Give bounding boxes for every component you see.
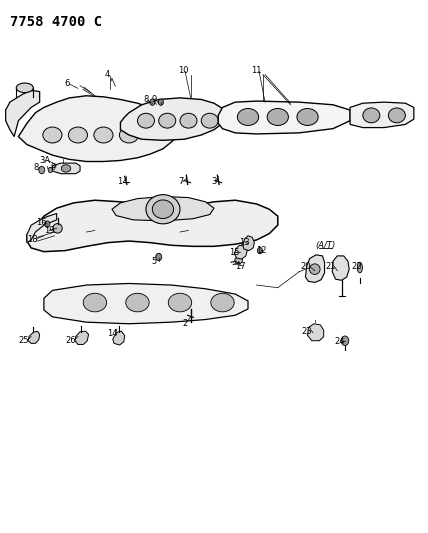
Ellipse shape <box>159 114 176 128</box>
Text: 17: 17 <box>235 262 246 271</box>
Text: 26: 26 <box>65 336 76 345</box>
Ellipse shape <box>150 99 155 106</box>
Text: 12: 12 <box>256 246 267 255</box>
Ellipse shape <box>137 114 155 128</box>
Polygon shape <box>350 102 414 127</box>
Text: 3: 3 <box>211 177 217 186</box>
Polygon shape <box>27 214 56 243</box>
Text: 4: 4 <box>105 70 110 79</box>
Ellipse shape <box>126 293 149 312</box>
Polygon shape <box>308 324 324 341</box>
Ellipse shape <box>83 293 107 312</box>
Polygon shape <box>28 331 40 343</box>
Text: 3A: 3A <box>39 156 51 165</box>
Ellipse shape <box>267 109 288 125</box>
Polygon shape <box>6 91 40 136</box>
Text: 5: 5 <box>151 257 156 265</box>
Ellipse shape <box>309 264 320 274</box>
Polygon shape <box>120 98 227 140</box>
Polygon shape <box>113 331 125 345</box>
Ellipse shape <box>61 165 71 172</box>
Ellipse shape <box>119 127 139 143</box>
Text: 16: 16 <box>36 218 47 227</box>
Ellipse shape <box>53 223 62 233</box>
Ellipse shape <box>168 293 192 312</box>
Ellipse shape <box>43 127 62 143</box>
Ellipse shape <box>297 109 318 125</box>
Text: 23: 23 <box>301 327 312 336</box>
Ellipse shape <box>235 256 243 264</box>
Text: 10: 10 <box>178 66 189 75</box>
Text: 20: 20 <box>300 262 311 271</box>
Ellipse shape <box>388 108 405 123</box>
Ellipse shape <box>363 108 380 123</box>
Polygon shape <box>44 284 248 324</box>
Polygon shape <box>218 101 350 134</box>
Text: 2: 2 <box>182 319 188 328</box>
Text: 1: 1 <box>117 177 122 186</box>
Ellipse shape <box>16 83 33 93</box>
Polygon shape <box>306 255 324 282</box>
Ellipse shape <box>68 127 87 143</box>
Ellipse shape <box>152 200 174 219</box>
Text: 7758 4700 C: 7758 4700 C <box>10 14 102 29</box>
Ellipse shape <box>146 195 180 224</box>
Ellipse shape <box>94 127 113 143</box>
Polygon shape <box>52 163 80 174</box>
Text: 7: 7 <box>178 177 184 186</box>
Ellipse shape <box>341 336 349 345</box>
Text: 21: 21 <box>326 262 336 271</box>
Polygon shape <box>27 200 278 252</box>
Polygon shape <box>112 197 214 221</box>
Text: 9: 9 <box>51 164 56 172</box>
Ellipse shape <box>180 114 197 128</box>
Polygon shape <box>18 96 180 161</box>
Polygon shape <box>332 256 349 280</box>
Text: 18: 18 <box>27 236 37 245</box>
Ellipse shape <box>48 167 52 173</box>
Polygon shape <box>75 331 89 344</box>
Ellipse shape <box>201 114 218 128</box>
Text: 13: 13 <box>239 238 250 247</box>
Ellipse shape <box>238 109 259 125</box>
Ellipse shape <box>156 253 162 261</box>
Text: 9: 9 <box>152 95 157 104</box>
Ellipse shape <box>211 293 234 312</box>
Ellipse shape <box>45 221 50 227</box>
Text: 8: 8 <box>143 95 149 104</box>
Ellipse shape <box>357 262 363 273</box>
Text: (A/T): (A/T) <box>315 241 336 250</box>
Text: 14: 14 <box>107 329 118 338</box>
Text: 11: 11 <box>251 66 262 75</box>
Polygon shape <box>235 245 247 259</box>
Text: 8: 8 <box>33 164 39 172</box>
Text: 22: 22 <box>351 262 362 271</box>
Ellipse shape <box>158 99 163 106</box>
Text: 25: 25 <box>18 336 29 345</box>
Ellipse shape <box>39 166 45 174</box>
Text: 19: 19 <box>44 227 54 236</box>
Text: 6: 6 <box>65 78 70 87</box>
Text: 15: 15 <box>229 248 240 257</box>
Ellipse shape <box>257 247 262 254</box>
Polygon shape <box>243 236 254 251</box>
Text: 24: 24 <box>334 337 345 346</box>
